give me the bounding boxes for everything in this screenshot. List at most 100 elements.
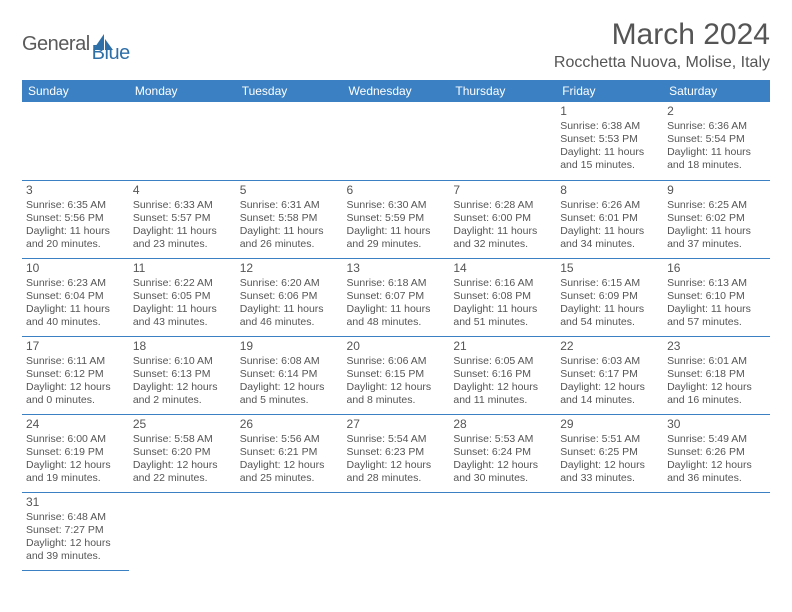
sunset-text: Sunset: 6:16 PM [453, 368, 552, 381]
calendar-cell: 18Sunrise: 6:10 AMSunset: 6:13 PMDayligh… [129, 336, 236, 414]
calendar-cell: 8Sunrise: 6:26 AMSunset: 6:01 PMDaylight… [556, 180, 663, 258]
daylight-text: and 39 minutes. [26, 550, 125, 563]
sunset-text: Sunset: 6:00 PM [453, 212, 552, 225]
calendar-cell [449, 102, 556, 180]
daylight-text: and 8 minutes. [347, 394, 446, 407]
day-number: 10 [26, 261, 125, 276]
day-number: 7 [453, 183, 552, 198]
sunrise-text: Sunrise: 6:18 AM [347, 277, 446, 290]
sunset-text: Sunset: 6:04 PM [26, 290, 125, 303]
sunset-text: Sunset: 5:53 PM [560, 133, 659, 146]
day-number: 23 [667, 339, 766, 354]
calendar-cell: 29Sunrise: 5:51 AMSunset: 6:25 PMDayligh… [556, 414, 663, 492]
day-number: 27 [347, 417, 446, 432]
sunrise-text: Sunrise: 5:53 AM [453, 433, 552, 446]
daylight-text: Daylight: 12 hours [26, 381, 125, 394]
sunrise-text: Sunrise: 6:08 AM [240, 355, 339, 368]
daylight-text: and 18 minutes. [667, 159, 766, 172]
sunrise-text: Sunrise: 6:10 AM [133, 355, 232, 368]
calendar-cell [129, 102, 236, 180]
calendar-cell [556, 492, 663, 570]
sunrise-text: Sunrise: 6:22 AM [133, 277, 232, 290]
calendar-cell: 21Sunrise: 6:05 AMSunset: 6:16 PMDayligh… [449, 336, 556, 414]
day-number: 14 [453, 261, 552, 276]
sunrise-text: Sunrise: 6:16 AM [453, 277, 552, 290]
calendar-cell: 9Sunrise: 6:25 AMSunset: 6:02 PMDaylight… [663, 180, 770, 258]
daylight-text: Daylight: 12 hours [26, 537, 125, 550]
calendar-cell: 24Sunrise: 6:00 AMSunset: 6:19 PMDayligh… [22, 414, 129, 492]
sunrise-text: Sunrise: 5:58 AM [133, 433, 232, 446]
sunrise-text: Sunrise: 6:48 AM [26, 511, 125, 524]
title-block: March 2024 Rocchetta Nuova, Molise, Ital… [554, 18, 770, 72]
daylight-text: and 20 minutes. [26, 238, 125, 251]
calendar-cell [22, 102, 129, 180]
calendar-cell: 5Sunrise: 6:31 AMSunset: 5:58 PMDaylight… [236, 180, 343, 258]
day-number: 19 [240, 339, 339, 354]
calendar-cell [343, 102, 450, 180]
day-number: 16 [667, 261, 766, 276]
daylight-text: Daylight: 12 hours [453, 381, 552, 394]
day-number: 24 [26, 417, 125, 432]
daylight-text: Daylight: 12 hours [26, 459, 125, 472]
day-number: 6 [347, 183, 446, 198]
daylight-text: Daylight: 11 hours [667, 303, 766, 316]
daylight-text: Daylight: 11 hours [133, 303, 232, 316]
daylight-text: and 34 minutes. [560, 238, 659, 251]
daylight-text: and 11 minutes. [453, 394, 552, 407]
sunset-text: Sunset: 6:05 PM [133, 290, 232, 303]
day-number: 8 [560, 183, 659, 198]
daylight-text: Daylight: 11 hours [240, 303, 339, 316]
calendar-cell: 11Sunrise: 6:22 AMSunset: 6:05 PMDayligh… [129, 258, 236, 336]
sunrise-text: Sunrise: 6:05 AM [453, 355, 552, 368]
day-number: 3 [26, 183, 125, 198]
sunrise-text: Sunrise: 6:38 AM [560, 120, 659, 133]
calendar-row: 17Sunrise: 6:11 AMSunset: 6:12 PMDayligh… [22, 336, 770, 414]
calendar-row: 3Sunrise: 6:35 AMSunset: 5:56 PMDaylight… [22, 180, 770, 258]
day-header: Wednesday [343, 80, 450, 102]
calendar-cell: 28Sunrise: 5:53 AMSunset: 6:24 PMDayligh… [449, 414, 556, 492]
sunrise-text: Sunrise: 5:51 AM [560, 433, 659, 446]
sunset-text: Sunset: 7:27 PM [26, 524, 125, 537]
day-number: 1 [560, 104, 659, 119]
daylight-text: Daylight: 12 hours [453, 459, 552, 472]
daylight-text: Daylight: 11 hours [453, 225, 552, 238]
daylight-text: and 54 minutes. [560, 316, 659, 329]
sunrise-text: Sunrise: 6:25 AM [667, 199, 766, 212]
daylight-text: and 26 minutes. [240, 238, 339, 251]
calendar-cell: 27Sunrise: 5:54 AMSunset: 6:23 PMDayligh… [343, 414, 450, 492]
calendar-cell [236, 102, 343, 180]
daylight-text: Daylight: 12 hours [347, 381, 446, 394]
day-number: 13 [347, 261, 446, 276]
sunset-text: Sunset: 6:23 PM [347, 446, 446, 459]
calendar-cell: 1Sunrise: 6:38 AMSunset: 5:53 PMDaylight… [556, 102, 663, 180]
calendar-cell [663, 492, 770, 570]
daylight-text: and 0 minutes. [26, 394, 125, 407]
daylight-text: Daylight: 12 hours [560, 459, 659, 472]
daylight-text: and 40 minutes. [26, 316, 125, 329]
daylight-text: Daylight: 11 hours [560, 225, 659, 238]
calendar-cell: 10Sunrise: 6:23 AMSunset: 6:04 PMDayligh… [22, 258, 129, 336]
sunrise-text: Sunrise: 6:11 AM [26, 355, 125, 368]
sunset-text: Sunset: 6:24 PM [453, 446, 552, 459]
calendar-cell: 7Sunrise: 6:28 AMSunset: 6:00 PMDaylight… [449, 180, 556, 258]
day-number: 18 [133, 339, 232, 354]
daylight-text: and 16 minutes. [667, 394, 766, 407]
daylight-text: and 29 minutes. [347, 238, 446, 251]
location-subtitle: Rocchetta Nuova, Molise, Italy [554, 54, 770, 72]
sunset-text: Sunset: 5:56 PM [26, 212, 125, 225]
calendar-cell: 19Sunrise: 6:08 AMSunset: 6:14 PMDayligh… [236, 336, 343, 414]
logo-text-blue: Blue [92, 42, 130, 64]
calendar-cell: 23Sunrise: 6:01 AMSunset: 6:18 PMDayligh… [663, 336, 770, 414]
sunrise-text: Sunrise: 6:03 AM [560, 355, 659, 368]
day-number: 9 [667, 183, 766, 198]
calendar-row: 10Sunrise: 6:23 AMSunset: 6:04 PMDayligh… [22, 258, 770, 336]
daylight-text: Daylight: 12 hours [133, 381, 232, 394]
daylight-text: and 14 minutes. [560, 394, 659, 407]
daylight-text: Daylight: 11 hours [240, 225, 339, 238]
daylight-text: and 30 minutes. [453, 472, 552, 485]
calendar-cell: 20Sunrise: 6:06 AMSunset: 6:15 PMDayligh… [343, 336, 450, 414]
sunrise-text: Sunrise: 6:31 AM [240, 199, 339, 212]
daylight-text: Daylight: 11 hours [347, 225, 446, 238]
day-number: 20 [347, 339, 446, 354]
sunset-text: Sunset: 6:18 PM [667, 368, 766, 381]
